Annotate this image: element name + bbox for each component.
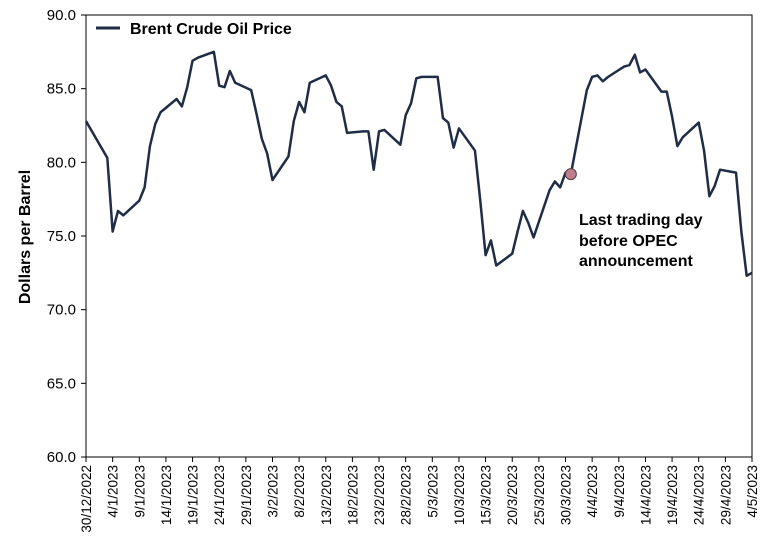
- plot-frame: [85, 14, 753, 458]
- y-tick-label: 65.0: [47, 375, 76, 392]
- annotation-line-3: announcement: [579, 253, 693, 270]
- y-tick-label: 60.0: [47, 449, 76, 466]
- x-tick-label: 25/3/2023: [532, 465, 547, 525]
- y-tick-label: 80.0: [47, 154, 76, 171]
- x-tick-label: 15/3/2023: [479, 465, 494, 525]
- x-tick-label: 29/4/2023: [718, 465, 733, 525]
- x-tick-label: 28/2/2023: [399, 465, 414, 525]
- annotation-line-2: before OPEC: [579, 233, 678, 250]
- series-line-brent: [84, 50, 753, 278]
- x-tick-label: 4/5/2023: [745, 465, 760, 518]
- y-tick-label: 90.0: [47, 7, 76, 24]
- plot-axes: [85, 14, 753, 458]
- x-tick-label: 9/1/2023: [132, 465, 147, 518]
- y-tick-label: 85.0: [47, 81, 76, 98]
- legend-label: Brent Crude Oil Price: [130, 21, 292, 38]
- x-tick-label: 23/2/2023: [372, 465, 387, 525]
- annotation-line-1: Last trading day: [579, 212, 703, 229]
- x-tick-label: 24/1/2023: [212, 465, 227, 525]
- x-axis-ticks: 30/12/2022 4/1/2023 9/1/2023 14/1/2023 19/1/…: [79, 457, 760, 533]
- x-tick-label: 30/3/2023: [559, 465, 574, 525]
- x-tick-label: 8/2/2023: [292, 465, 307, 518]
- x-tick-label: 30/12/2022: [79, 465, 94, 533]
- x-tick-label: 5/3/2023: [425, 465, 440, 518]
- x-tick-label: 20/3/2023: [505, 465, 520, 525]
- x-tick-label: 4/1/2023: [106, 465, 121, 518]
- y-axis-ticks: 60.0 65.0 70.0 75.0 80.0 85.0 90.0: [47, 7, 86, 466]
- y-tick-label: 70.0: [47, 302, 76, 319]
- annotation: Last trading day before OPEC announcemen…: [579, 212, 703, 270]
- x-tick-label: 19/4/2023: [665, 465, 680, 525]
- x-tick-label: 14/1/2023: [159, 465, 174, 525]
- x-tick-label: 10/3/2023: [452, 465, 467, 525]
- x-tick-label: 29/1/2023: [239, 465, 254, 525]
- x-tick-label: 13/2/2023: [319, 465, 334, 525]
- x-tick-label: 9/4/2023: [612, 465, 627, 518]
- legend: Brent Crude Oil Price: [96, 21, 292, 38]
- x-tick-label: 19/1/2023: [186, 465, 201, 525]
- y-axis-label: Dollars per Barrel: [17, 170, 34, 304]
- x-tick-label: 4/4/2023: [585, 465, 600, 518]
- x-tick-label: 24/4/2023: [692, 465, 707, 525]
- y-tick-label: 75.0: [47, 228, 76, 245]
- x-tick-label: 14/4/2023: [638, 465, 653, 525]
- annotation-marker: [564, 168, 577, 181]
- x-tick-label: 18/2/2023: [345, 465, 360, 525]
- x-tick-label: 3/2/2023: [265, 465, 280, 518]
- series-layer: [84, 50, 753, 278]
